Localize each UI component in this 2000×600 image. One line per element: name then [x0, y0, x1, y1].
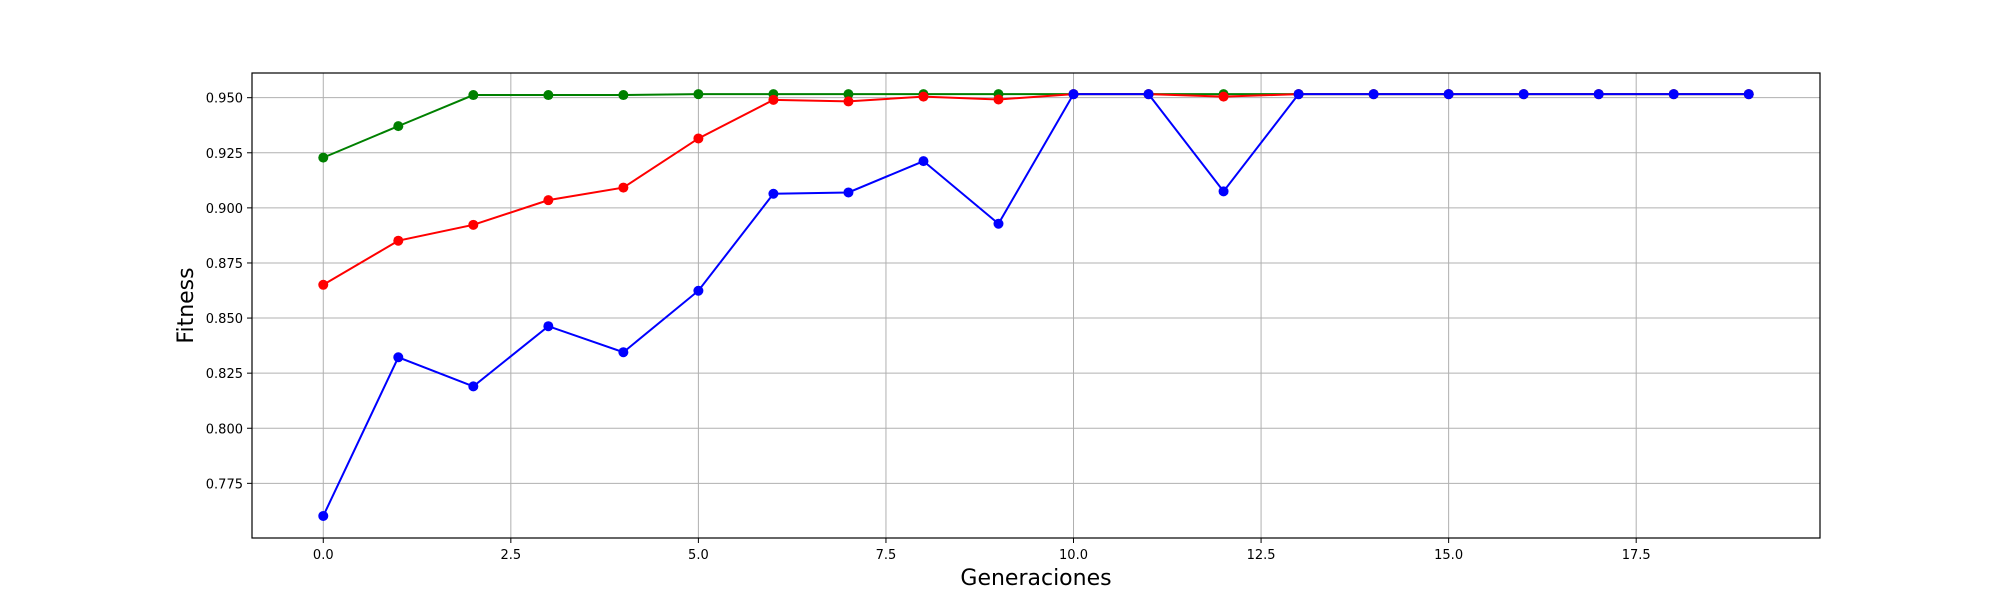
- series-line: [322, 93, 1749, 159]
- data-point: [318, 279, 329, 290]
- data-point: [618, 347, 629, 358]
- x-tick-label: 0.0: [313, 548, 334, 563]
- y-tick-label: 0.825: [206, 367, 243, 382]
- data-point: [1668, 89, 1679, 100]
- y-tick-label: 0.950: [206, 92, 243, 107]
- y-tick-label: 0.875: [206, 257, 243, 272]
- y-tick-label: 0.775: [206, 477, 243, 492]
- data-point: [993, 218, 1004, 229]
- data-point: [1218, 91, 1229, 102]
- x-tick-label: 10.0: [1059, 548, 1088, 563]
- y-tick-label: 0.800: [206, 422, 243, 437]
- y-tick-label: 0.900: [206, 202, 243, 217]
- series-0: [318, 89, 1754, 163]
- data-point: [618, 182, 629, 193]
- data-point: [1743, 89, 1754, 100]
- data-point: [393, 235, 404, 246]
- series-layer: [318, 89, 1754, 521]
- data-point: [1593, 89, 1604, 100]
- data-point: [693, 89, 704, 100]
- data-point: [543, 195, 554, 206]
- data-point: [318, 510, 329, 521]
- series-line: [322, 93, 1749, 517]
- data-point: [843, 96, 854, 107]
- data-point: [393, 121, 404, 132]
- y-axis-label: Fitness: [174, 267, 199, 343]
- data-point: [1368, 89, 1379, 100]
- x-tick-label: 5.0: [688, 548, 709, 563]
- data-point: [468, 219, 479, 230]
- data-point: [768, 94, 779, 105]
- x-tick-label: 2.5: [500, 548, 521, 563]
- data-point: [543, 90, 554, 101]
- data-point: [768, 188, 779, 199]
- data-point: [993, 94, 1004, 105]
- y-tick-label: 0.925: [206, 147, 243, 162]
- data-point: [1443, 89, 1454, 100]
- data-point: [1068, 89, 1079, 100]
- x-tick-label: 17.5: [1622, 548, 1651, 563]
- data-point: [843, 89, 854, 100]
- grid: [252, 73, 1820, 538]
- data-point: [543, 321, 554, 332]
- series-1: [318, 89, 1754, 290]
- series-line: [322, 93, 1749, 286]
- data-point: [618, 90, 629, 101]
- data-point: [318, 152, 329, 163]
- x-tick-label: 7.5: [876, 548, 897, 563]
- data-point: [693, 133, 704, 144]
- x-tick-label: 12.5: [1247, 548, 1276, 563]
- data-point: [1518, 89, 1529, 100]
- data-point: [468, 90, 479, 101]
- data-point: [1143, 89, 1154, 100]
- x-axis-label: Generaciones: [960, 566, 1111, 591]
- data-point: [843, 187, 854, 198]
- series-2: [318, 89, 1754, 521]
- ticks: 0.0 2.5 5.0 7.5 10.0 12.5 15.0 17.5 0.775 0.800 0.…: [206, 92, 1651, 563]
- x-tick-label: 15.0: [1434, 548, 1463, 563]
- y-tick-label: 0.850: [206, 312, 243, 327]
- data-point: [918, 156, 929, 167]
- data-point: [918, 91, 929, 102]
- data-point: [1293, 89, 1304, 100]
- data-point: [1218, 186, 1229, 197]
- data-point: [468, 381, 479, 392]
- data-point: [693, 285, 704, 296]
- data-point: [393, 352, 404, 363]
- plot-frame: [251, 72, 1821, 539]
